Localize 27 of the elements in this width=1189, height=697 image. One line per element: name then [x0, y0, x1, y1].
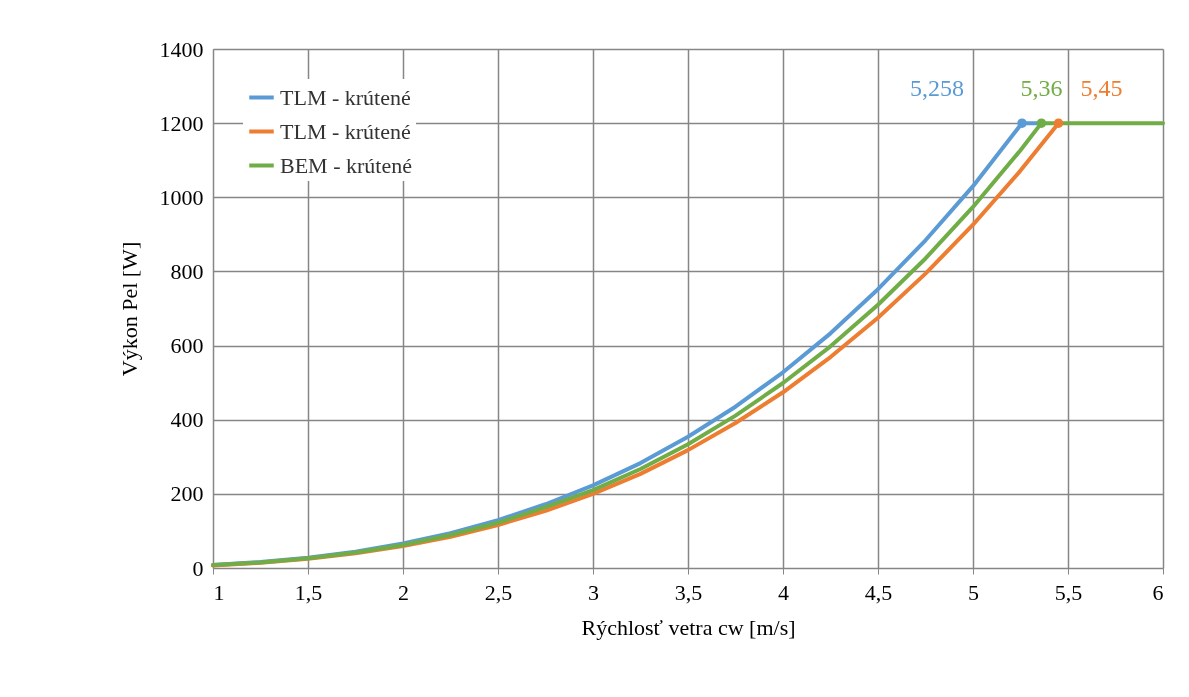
x-tick-label: 2 — [398, 579, 409, 605]
annotation: 5,258 — [910, 75, 965, 102]
y-tick-label: 1200 — [159, 110, 204, 136]
y-tick-label: 200 — [170, 481, 204, 507]
x-tick-label: 3,5 — [674, 579, 703, 605]
x-tick-label: 1 — [213, 579, 225, 605]
y-tick-label: 1400 — [159, 36, 204, 62]
x-tick-label: 3 — [588, 579, 599, 605]
x-tick-label: 4 — [778, 579, 789, 605]
y-axis-title: Výkon Pel [W] — [116, 241, 142, 377]
y-tick-label: 1000 — [159, 184, 204, 210]
x-tick-label: 2,5 — [484, 579, 513, 605]
legend-label: BEM - krútené — [280, 152, 412, 178]
y-tick-label: 400 — [170, 407, 204, 433]
legend-label: TLM - krútené — [280, 118, 411, 144]
x-tick-label: 5,5 — [1054, 579, 1083, 605]
legend-label: TLM - krútené — [280, 84, 411, 110]
x-tick-label: 5 — [968, 579, 979, 605]
x-tick-label: 6 — [1152, 579, 1164, 605]
annotation: 5,36 — [1020, 75, 1063, 102]
y-tick-label: 0 — [192, 555, 204, 581]
y-tick-label: 600 — [170, 333, 204, 359]
annotation: 5,45 — [1080, 75, 1123, 102]
x-axis-title: Rýchlosť vetra cw [m/s] — [581, 614, 796, 640]
x-tick-label: 1,5 — [294, 579, 323, 605]
x-tick-label: 4,5 — [864, 579, 893, 605]
y-tick-label: 800 — [170, 258, 204, 284]
